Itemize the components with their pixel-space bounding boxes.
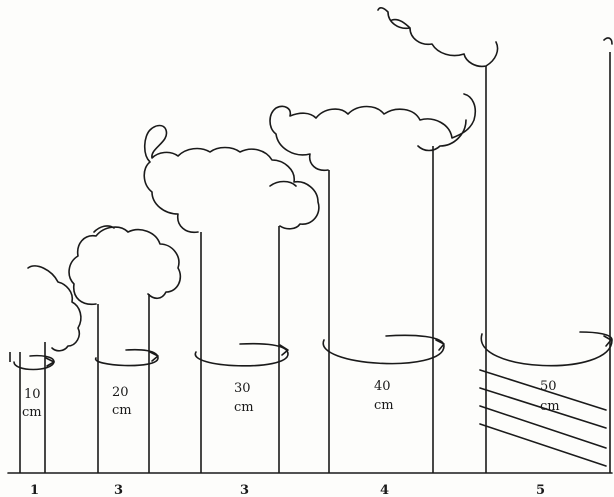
tree-2-girth-tape [95, 348, 159, 367]
tree-5-girth-unit: cm [540, 399, 560, 414]
tree-2: 20 cm 3 [68, 225, 182, 497]
tree-1-girth-unit: cm [22, 405, 42, 420]
tree-4-girth-tape [322, 334, 445, 365]
tree-3: 30 cm 3 [143, 124, 320, 497]
tree-4-girth-unit: cm [374, 398, 394, 413]
tree-5-crown [377, 7, 499, 68]
tree-2-girth-unit: cm [112, 403, 132, 418]
tree-2-number: 3 [114, 483, 123, 497]
tree-3-girth-value: 30 [234, 381, 251, 396]
tree-5-number: 5 [536, 483, 545, 497]
tree-3-girth-arrow [279, 344, 289, 356]
tree-2-girth-arrow [149, 351, 159, 362]
tree-4-crown [269, 93, 477, 172]
tree-1-girth-value: 10 [24, 387, 41, 402]
tree-5-girth-tape [480, 331, 613, 367]
tree-1: 10 cm 1 [9, 265, 82, 497]
tree-2-girth-value: 20 [112, 385, 129, 400]
tree-1-girth-arrow [45, 357, 55, 367]
tree-5: 50 cm 5 [377, 7, 613, 497]
tree-5-girth-value: 50 [540, 379, 557, 394]
tree-3-number: 3 [240, 483, 249, 497]
tree-2-crown [68, 226, 182, 306]
tree-1-crown [27, 265, 82, 352]
tree-3-crown [143, 124, 320, 234]
tree-4-girth-value: 40 [374, 379, 391, 394]
tree-5-girth-arrow [603, 335, 612, 347]
tree-5-hatching [479, 369, 607, 467]
tree-4-number: 4 [380, 483, 389, 497]
tree-3-girth-unit: cm [234, 400, 254, 415]
tree-1-number: 1 [30, 483, 39, 497]
tree-3-girth-tape [194, 342, 289, 367]
tree-4: 40 cm 4 [269, 93, 477, 497]
tree-4-girth-arrow [435, 339, 445, 351]
